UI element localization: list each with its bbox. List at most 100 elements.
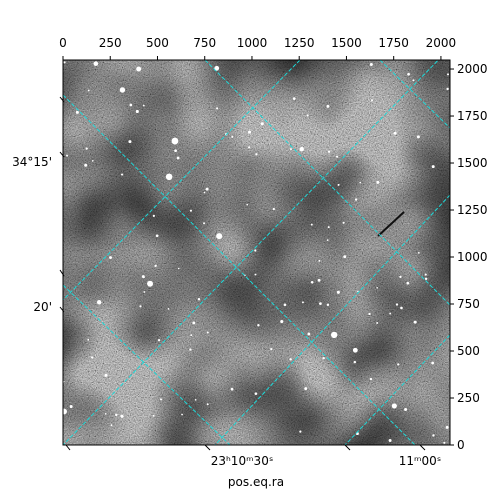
star xyxy=(141,275,145,279)
star xyxy=(310,223,313,226)
star xyxy=(63,61,66,64)
star xyxy=(445,425,449,429)
star xyxy=(292,97,296,100)
star xyxy=(69,404,73,409)
star xyxy=(119,87,126,93)
star xyxy=(357,290,359,293)
star xyxy=(412,79,415,82)
star xyxy=(368,312,371,316)
wcs-grid-line xyxy=(379,60,450,129)
star xyxy=(257,324,260,327)
star xyxy=(128,140,132,144)
star xyxy=(84,163,88,167)
star xyxy=(395,303,399,306)
sky-image xyxy=(63,60,450,445)
star xyxy=(391,403,397,409)
star xyxy=(135,109,139,114)
star xyxy=(190,334,193,337)
star xyxy=(85,147,88,150)
star xyxy=(400,306,403,310)
star xyxy=(254,249,257,252)
star xyxy=(214,65,220,71)
star xyxy=(326,303,330,307)
star xyxy=(260,122,264,126)
y-tick-label: 750 xyxy=(457,297,480,311)
dec-tick xyxy=(59,151,65,158)
star xyxy=(443,441,446,444)
star xyxy=(406,281,410,285)
star xyxy=(371,99,374,102)
star xyxy=(152,414,155,417)
star xyxy=(270,348,273,351)
star xyxy=(75,110,79,114)
star xyxy=(389,312,392,315)
dec-tick xyxy=(59,269,65,277)
star xyxy=(283,303,287,307)
y-tick-label: 1750 xyxy=(457,109,488,123)
y-tick-label: 2000 xyxy=(457,62,488,76)
star xyxy=(230,387,234,391)
star xyxy=(104,373,108,377)
star xyxy=(142,104,145,107)
star xyxy=(91,356,94,359)
star xyxy=(93,61,99,66)
star xyxy=(255,153,258,156)
star xyxy=(203,222,206,225)
star xyxy=(120,414,124,418)
ra-tick xyxy=(65,444,71,451)
star xyxy=(231,135,234,138)
star xyxy=(417,251,420,254)
wcs-grid-line xyxy=(63,60,301,301)
star xyxy=(352,347,358,353)
dec-tick xyxy=(59,96,65,103)
star xyxy=(299,430,302,433)
star xyxy=(307,332,311,336)
y-tick-label: 1500 xyxy=(457,156,488,170)
star xyxy=(318,259,321,262)
star xyxy=(404,407,408,412)
star xyxy=(446,73,450,76)
star xyxy=(301,301,304,304)
wcs-grid-line xyxy=(214,194,450,445)
star xyxy=(189,348,192,351)
star xyxy=(432,434,435,437)
x-tick-label: 1750 xyxy=(378,36,409,50)
star xyxy=(96,300,102,305)
star xyxy=(326,104,330,108)
x-tick-label: 250 xyxy=(99,36,122,50)
star xyxy=(174,149,177,153)
star xyxy=(393,131,397,135)
x-tick-label: 1250 xyxy=(284,36,315,50)
star xyxy=(63,408,67,415)
star xyxy=(139,305,142,308)
star xyxy=(424,277,428,281)
ra-tick xyxy=(344,444,351,451)
y-tick-label: 500 xyxy=(457,344,480,358)
star xyxy=(177,267,180,270)
star xyxy=(327,226,330,229)
x-tick-label: 2000 xyxy=(426,36,457,50)
star xyxy=(109,256,112,259)
star xyxy=(343,255,347,259)
star xyxy=(66,154,69,157)
wcs-grid-line xyxy=(344,334,450,445)
star xyxy=(397,363,400,366)
star xyxy=(327,150,331,153)
wcs-grid-line xyxy=(63,284,231,445)
star xyxy=(336,290,340,294)
star xyxy=(181,413,183,416)
x-tick-label: 750 xyxy=(193,36,216,50)
star xyxy=(216,233,223,240)
star xyxy=(254,273,257,276)
x-axis-label: pos.eq.ra xyxy=(228,475,284,489)
star xyxy=(136,66,142,72)
star xyxy=(306,114,309,117)
y-tick-label: 1250 xyxy=(457,203,488,217)
star xyxy=(189,209,193,212)
star xyxy=(246,203,249,206)
star xyxy=(272,207,275,211)
star xyxy=(310,280,314,284)
y-tick-label: 250 xyxy=(457,391,480,405)
star xyxy=(342,221,345,224)
